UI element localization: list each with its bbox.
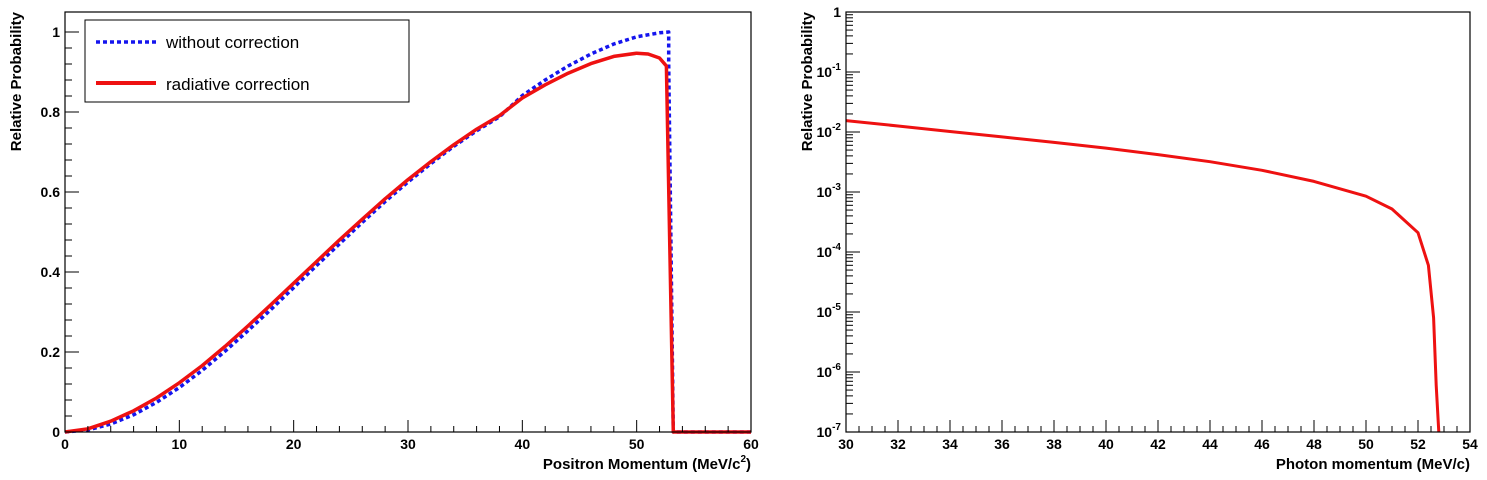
left-axis-ticks (64, 31, 752, 433)
x-tick-label: 48 (1306, 436, 1322, 452)
right-chart-panel: 30 32 34 36 38 40 42 44 46 48 50 52 54 10-7 10-6 10-5 10… (799, 4, 1478, 473)
series-line-radiative-correction (64, 51, 751, 434)
right-plot-frame (845, 11, 1471, 433)
y-tick-label: 10-5 (817, 302, 842, 320)
x-tick-label: 42 (1150, 436, 1166, 452)
x-tick-label: 0 (61, 436, 69, 452)
legend-box (84, 19, 410, 103)
x-tick-label: 54 (1462, 436, 1478, 452)
x-tick-label: 10 (172, 436, 188, 452)
y-tick-label: 10-7 (817, 422, 842, 440)
x-tick-label: 50 (1358, 436, 1374, 452)
x-tick-label: 32 (890, 436, 906, 452)
y-tick-label: 0 (52, 424, 60, 440)
x-tick-label: 44 (1202, 436, 1218, 452)
legend-label-without-correction: without correction (165, 33, 299, 52)
y-tick-label: 10-6 (817, 362, 842, 380)
y-tick-label: 10-4 (817, 242, 842, 260)
left-ylabel: Relative Probability (8, 11, 25, 151)
x-tick-label: 30 (400, 436, 416, 452)
x-tick-label: 38 (1046, 436, 1062, 452)
legend: without correction radiative correction (84, 19, 410, 103)
y-tick-label: 0.4 (41, 264, 61, 280)
left-tick-labels: 0 10 20 30 40 50 60 0 0.2 0.4 0.6 0.8 1 (41, 24, 759, 452)
x-tick-label: 20 (286, 436, 302, 452)
x-tick-label: 46 (1254, 436, 1270, 452)
x-tick-label: 50 (629, 436, 645, 452)
right-tick-labels: 30 32 34 36 38 40 42 44 46 48 50 52 54 10-7 10-6 10-5 10… (817, 4, 1478, 452)
y-tick-label: 10-2 (817, 122, 842, 140)
y-tick-label: 10-1 (817, 62, 842, 80)
series-line-photon-spectrum (845, 119, 1441, 433)
right-axis-ticks (845, 11, 1471, 433)
y-tick-label: 0.8 (41, 104, 61, 120)
x-tick-label: 34 (942, 436, 958, 452)
x-tick-label: 60 (743, 436, 759, 452)
x-tick-label: 40 (515, 436, 531, 452)
x-tick-label: 36 (994, 436, 1010, 452)
left-plot-curves (64, 30, 751, 434)
y-tick-label: 0.2 (41, 344, 61, 360)
x-tick-label: 30 (838, 436, 854, 452)
right-xlabel: Photon momentum (MeV/c) (1276, 456, 1470, 473)
right-plot-curves (845, 119, 1441, 433)
legend-label-radiative-correction: radiative correction (166, 75, 310, 94)
left-chart-panel: 0 10 20 30 40 50 60 0 0.2 0.4 0.6 0.8 1 Relative Pro… (8, 11, 759, 473)
left-xlabel: Positron Momentum (MeV/c2) (543, 454, 751, 473)
right-ylabel: Relative Probability (799, 11, 816, 151)
x-tick-label: 40 (1098, 436, 1114, 452)
y-tick-label: 0.6 (41, 184, 61, 200)
x-tick-label: 52 (1410, 436, 1426, 452)
y-tick-label: 10-3 (817, 182, 842, 200)
y-tick-label: 1 (833, 4, 841, 20)
y-tick-label: 1 (52, 24, 60, 40)
